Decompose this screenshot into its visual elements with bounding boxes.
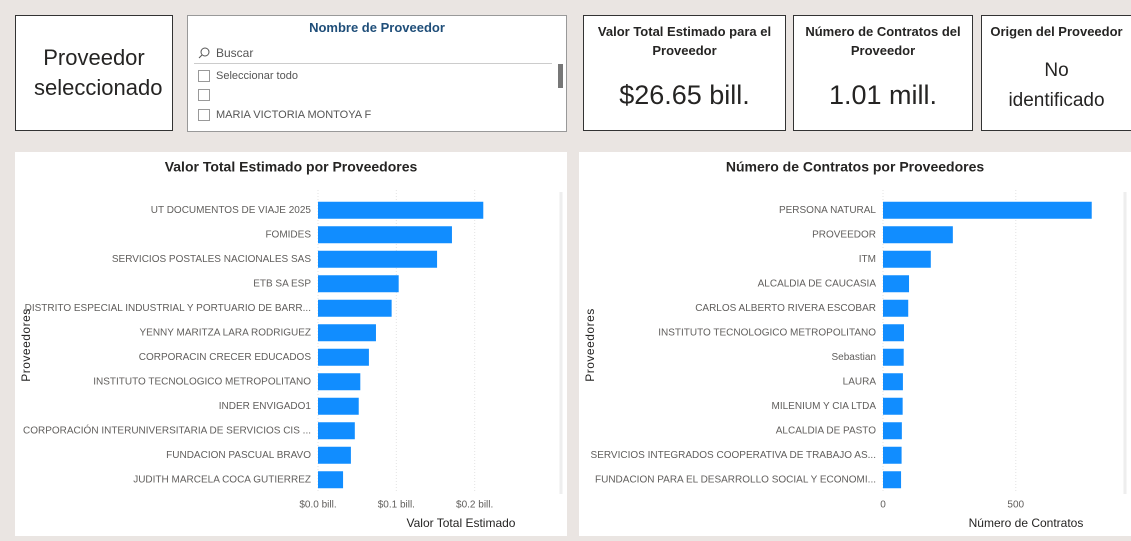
selected-text: Proveedor seleccionado — [34, 45, 163, 100]
bar — [318, 299, 392, 317]
bar — [883, 397, 903, 415]
slicer: Nombre de Proveedor Buscar Seleccionar t… — [187, 15, 567, 132]
x-axis-title: Valor Total Estimado — [407, 516, 516, 530]
kpi-card: Valor Total Estimado para el Proveedor $… — [583, 15, 786, 131]
scrollbar[interactable] — [558, 64, 563, 88]
y-tick-label: FUNDACION PARA EL DESARROLLO SOCIAL Y EC… — [595, 474, 876, 485]
y-tick-label: LAURA — [843, 376, 877, 387]
y-axis-title: Proveedores — [19, 308, 33, 382]
bar — [883, 201, 1092, 219]
bar — [883, 348, 904, 366]
bar — [318, 275, 399, 293]
y-tick-label: SERVICIOS POSTALES NACIONALES SAS — [112, 254, 311, 265]
slicer-title: Nombre de Proveedor — [309, 20, 445, 35]
y-tick-label: INSTITUTO TECNOLOGICO METROPOLITANO — [658, 327, 876, 338]
bar — [318, 471, 344, 489]
y-tick-label: PROVEEDOR — [812, 229, 876, 240]
y-tick-label: JUDITH MARCELA COCA GUTIERREZ — [133, 474, 311, 485]
y-tick-label: MILENIUM Y CIA LTDA — [772, 401, 877, 412]
card-value: 1.01 mill. — [828, 80, 938, 110]
y-tick-label: FUNDACION PASCUAL BRAVO — [166, 450, 311, 461]
kpi-card: Origen del Proveedor No identificado — [981, 15, 1131, 131]
chart-title: Número de Contratos por Proveedores — [726, 159, 984, 175]
y-tick-label: Sebastian — [832, 352, 876, 363]
x-tick-label: 0 — [880, 500, 886, 511]
selected-card: Proveedor seleccionado — [15, 15, 173, 131]
card-title: Número de Contratos del Proveedor — [805, 24, 961, 58]
card-value: $26.65 bill. — [619, 80, 750, 110]
bar — [318, 422, 355, 440]
chart-panel: Número de Contratos por Proveedores Prove… — [579, 152, 1131, 536]
search-icon — [198, 47, 210, 59]
bar — [318, 250, 438, 268]
slicer-item[interactable]: Seleccionar todo — [198, 70, 298, 82]
chart-title: Valor Total Estimado por Proveedores — [165, 159, 418, 175]
bar — [883, 446, 902, 464]
y-tick-label: ITM — [859, 254, 876, 265]
card-title: Origen del Proveedor — [990, 24, 1123, 39]
slicer-item[interactable] — [198, 89, 210, 101]
bar — [883, 471, 902, 489]
bar — [883, 226, 953, 244]
y-tick-label: DISTRITO ESPECIAL INDUSTRIAL Y PORTUARIO… — [25, 303, 311, 314]
search-placeholder: Buscar — [216, 46, 254, 60]
bar — [883, 324, 904, 342]
x-axis-title: Número de Contratos — [969, 516, 1084, 530]
x-tick-label: $0.1 bill. — [378, 500, 415, 511]
card-title: Valor Total Estimado para el Proveedor — [597, 24, 772, 58]
y-tick-label: ALCALDIA DE CAUCASIA — [758, 278, 877, 289]
bar — [318, 373, 361, 391]
chart: Número de Contratos por Proveedores Prove… — [583, 159, 1127, 530]
y-tick-label: UT DOCUMENTOS DE VIAJE 2025 — [151, 205, 312, 216]
y-tick-label: INSTITUTO TECNOLOGICO METROPOLITANO — [93, 376, 311, 387]
item-label: MARIA VICTORIA MONTOYA F — [216, 109, 372, 121]
bar — [883, 299, 909, 317]
separator — [194, 63, 552, 64]
bar — [883, 373, 903, 391]
x-tick-label: 500 — [1007, 500, 1024, 511]
item-label: Seleccionar todo — [216, 70, 298, 82]
search-box[interactable]: Buscar — [198, 46, 253, 60]
y-tick-label: CORPORACIÓN INTERUNIVERSITARIA DE SERVIC… — [23, 423, 311, 436]
y-tick-label: PERSONA NATURAL — [779, 205, 876, 216]
y-tick-label: CORPORACIN CRECER EDUCADOS — [139, 352, 312, 363]
kpi-card: Número de Contratos del Proveedor 1.01 m… — [793, 15, 973, 131]
y-tick-label: ALCALDIA DE PASTO — [776, 425, 876, 436]
bar — [883, 250, 931, 268]
y-tick-label: INDER ENVIGADO1 — [219, 401, 312, 412]
y-tick-label: YENNY MARITZA LARA RODRIGUEZ — [139, 327, 311, 338]
x-tick-label: $0.2 bill. — [456, 500, 493, 511]
y-tick-label: SERVICIOS INTEGRADOS COOPERATIVA DE TRAB… — [591, 450, 876, 461]
card-value: No identificado — [1008, 59, 1105, 111]
bar — [318, 226, 452, 244]
bar — [318, 201, 484, 219]
bar — [318, 324, 376, 342]
bar — [318, 446, 351, 464]
bar — [318, 397, 359, 415]
y-tick-label: ETB SA ESP — [253, 278, 311, 289]
x-tick-label: $0.0 bill. — [299, 500, 336, 511]
bar — [318, 348, 369, 366]
chart: Valor Total Estimado por Proveedores Prov… — [19, 159, 563, 530]
slicer-item[interactable]: MARIA VICTORIA MONTOYA F — [198, 109, 371, 121]
y-tick-label: CARLOS ALBERTO RIVERA ESCOBAR — [695, 303, 876, 314]
y-tick-label: FOMIDES — [265, 229, 311, 240]
bar — [883, 422, 902, 440]
y-axis-title: Proveedores — [583, 308, 597, 382]
bar — [883, 275, 910, 293]
chart-panel: Valor Total Estimado por Proveedores Prov… — [15, 152, 567, 536]
